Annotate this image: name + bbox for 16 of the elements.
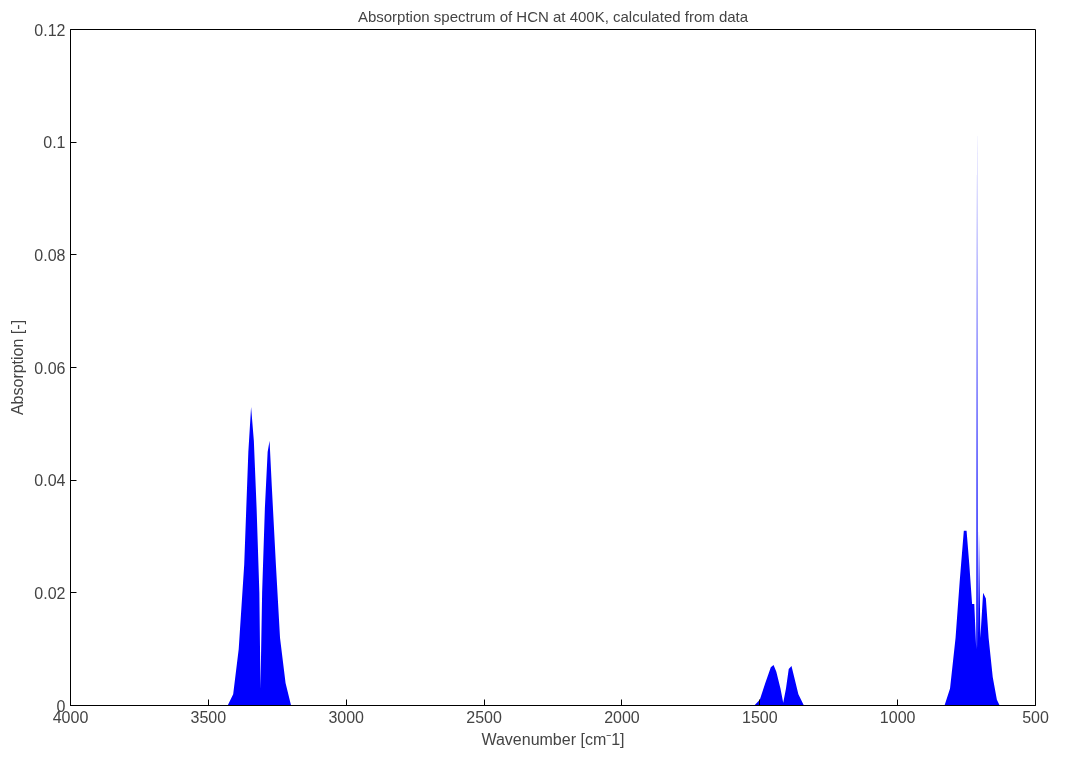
x-tick-label: 1000 [879,708,916,726]
y-tick-label: 0.12 [34,21,66,39]
chart-title: Absorption spectrum of HCN at 400K, calculated from data [357,7,749,25]
y-tick-label: 0.1 [43,134,66,152]
y-axis-title: Absorption [-] [9,319,27,416]
x-tick-label: 500 [1022,708,1049,726]
y-tick-label: 0.04 [34,472,66,490]
y-tick-label: 0.06 [34,359,66,377]
x-tick-label: 2500 [466,708,502,726]
x-tick-label: 3000 [328,708,365,726]
x-tick-label: 2000 [604,708,640,726]
y-tick-label: 0.08 [34,246,66,264]
x-tick-label: 3500 [190,708,227,726]
y-tick-label: 0.02 [34,584,66,602]
x-axis-title: Wavenumber [cm⁻1] [481,730,625,748]
x-tick-label: 1500 [741,708,778,726]
